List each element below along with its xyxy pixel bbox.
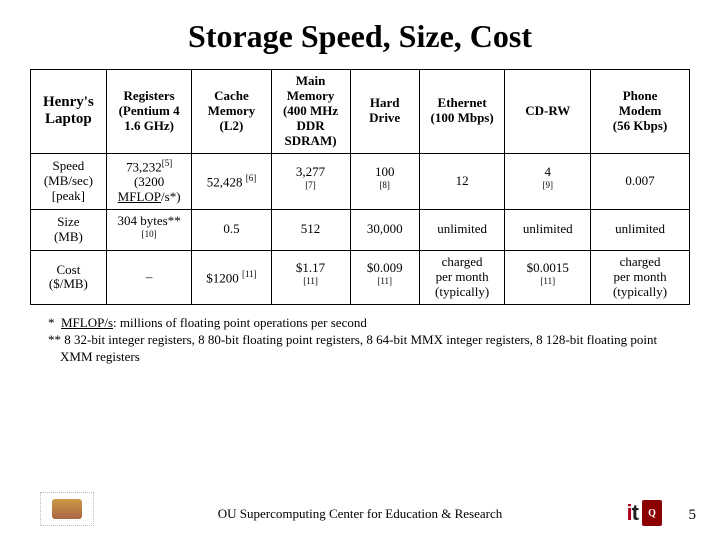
val: 304 bytes** [118, 213, 181, 228]
right-logos: it Q [627, 500, 662, 526]
col-registers: Registers(Pentium 41.6 GHz) [106, 70, 192, 154]
cell-cost-registers: – [106, 251, 192, 305]
mflops-term: MFLOP [118, 189, 161, 204]
footnotes: * MFLOP/s: millions of floating point op… [30, 315, 690, 366]
footer: OU Supercomputing Center for Education &… [0, 486, 720, 526]
cell-speed-ethernet: 12 [419, 153, 505, 209]
val: 100 [375, 164, 395, 179]
corner-cell: Henry'sLaptop [31, 70, 107, 154]
slide-title: Storage Speed, Size, Cost [30, 18, 690, 55]
ref: [9] [543, 180, 554, 190]
ref: [5] [162, 158, 173, 168]
cell-cost-ethernet: chargedper month(typically) [419, 251, 505, 305]
page-number: 5 [689, 507, 697, 524]
val: 3,277 [296, 164, 325, 179]
cell-size-ethernet: unlimited [419, 209, 505, 250]
cell-cost-cdrw: $0.0015 [11] [505, 251, 591, 305]
cell-speed-cdrw: 4 [9] [505, 153, 591, 209]
val: $1.17 [296, 260, 325, 275]
footnote-doublestar: ** 8 32-bit integer registers, 8 80-bit … [36, 332, 690, 366]
ref: [11] [242, 269, 257, 279]
footer-text: OU Supercomputing Center for Education &… [0, 506, 720, 522]
cell-size-registers: 304 bytes** [10] [106, 209, 192, 250]
it-logo-icon: it [627, 500, 638, 526]
ref: [10] [142, 229, 157, 239]
cell-speed-registers: 73,232[5] (3200MFLOP/s*) [106, 153, 192, 209]
cell-size-modem: unlimited [591, 209, 690, 250]
cell-size-cdrw: unlimited [505, 209, 591, 250]
rowhead-size: Size(MB) [31, 209, 107, 250]
val: 73,232 [126, 159, 162, 174]
row-cost: Cost($/MB) – $1200 [11] $1.17 [11] $0.00… [31, 251, 690, 305]
ref: [11] [540, 276, 555, 286]
mflops-term-2: MFLOP/s [61, 315, 113, 330]
val: 52,428 [207, 174, 243, 189]
cell-speed-hdd: 100 [8] [350, 153, 419, 209]
ref: [11] [377, 276, 392, 286]
slide: Storage Speed, Size, Cost Henry'sLaptop … [0, 0, 720, 540]
corner-label: Henry'sLaptop [43, 94, 94, 127]
row-size: Size(MB) 304 bytes** [10] 0.5 512 30,000… [31, 209, 690, 250]
ref: [8] [379, 180, 390, 190]
ref: [11] [303, 276, 318, 286]
ou-logo-icon: Q [642, 500, 662, 526]
row-speed: Speed(MB/sec)[peak] 73,232[5] (3200MFLOP… [31, 153, 690, 209]
storage-table: Henry'sLaptop Registers(Pentium 41.6 GHz… [30, 69, 690, 305]
col-main-memory: MainMemory(400 MHzDDRSDRAM) [271, 70, 350, 154]
rowhead-cost: Cost($/MB) [31, 251, 107, 305]
cell-size-mainmem: 512 [271, 209, 350, 250]
cell-speed-mainmem: 3,277 [7] [271, 153, 350, 209]
col-cache: CacheMemory(L2) [192, 70, 271, 154]
table-header-row: Henry'sLaptop Registers(Pentium 41.6 GHz… [31, 70, 690, 154]
col-cdrw: CD-RW [505, 70, 591, 154]
footnote-star: * MFLOP/s: millions of floating point op… [36, 315, 690, 332]
ref: [7] [305, 180, 316, 190]
val: $1200 [206, 270, 239, 285]
cell-cost-mainmem: $1.17 [11] [271, 251, 350, 305]
cell-cost-modem: chargedper month(typically) [591, 251, 690, 305]
cell-speed-modem: 0.007 [591, 153, 690, 209]
col-hard-drive: HardDrive [350, 70, 419, 154]
cell-cost-hdd: $0.009 [11] [350, 251, 419, 305]
cell-cost-cache: $1200 [11] [192, 251, 271, 305]
cell-speed-cache: 52,428 [6] [192, 153, 271, 209]
val: $0.0015 [527, 260, 569, 275]
val: $0.009 [367, 260, 403, 275]
cell-size-cache: 0.5 [192, 209, 271, 250]
rowhead-speed: Speed(MB/sec)[peak] [31, 153, 107, 209]
ref: [6] [246, 173, 257, 183]
col-ethernet: Ethernet(100 Mbps) [419, 70, 505, 154]
col-modem: PhoneModem(56 Kbps) [591, 70, 690, 154]
cell-size-hdd: 30,000 [350, 209, 419, 250]
val: 4 [545, 164, 552, 179]
